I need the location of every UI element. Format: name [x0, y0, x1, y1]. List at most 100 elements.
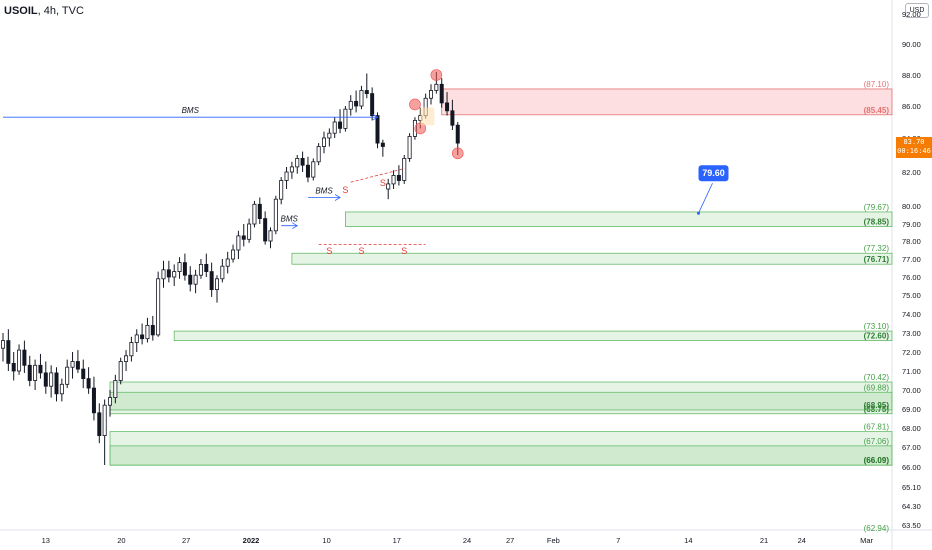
candle-body — [49, 372, 54, 387]
candle-body — [364, 90, 369, 94]
bms-label: BMS — [182, 106, 200, 115]
zone-supply-0 — [441, 88, 893, 116]
candle-body — [407, 135, 412, 159]
candle-body — [380, 142, 385, 147]
time-tick-label: 27 — [182, 536, 190, 545]
price-tick-label: 70.00 — [902, 386, 921, 395]
zone-label-top: (67.06) — [864, 437, 890, 446]
candle-body — [396, 174, 401, 181]
candle-body — [166, 269, 171, 278]
candle-body — [214, 278, 219, 290]
candle-body — [102, 404, 107, 437]
zone-demand-7 — [109, 445, 893, 466]
candle-body — [59, 383, 64, 395]
price-tick-label: 65.10 — [902, 483, 921, 492]
candle-body — [279, 180, 284, 200]
price-tick-label: 75.00 — [902, 291, 921, 300]
candle-body — [354, 100, 359, 107]
price-tick-label: 66.00 — [902, 463, 921, 472]
s-mark: S — [326, 246, 332, 256]
symbol-header[interactable]: USOIL, 4h, TVC — [4, 5, 84, 17]
candle-body — [0, 340, 6, 349]
time-tick-label: 14 — [684, 536, 692, 545]
price-tick-label: 67.00 — [902, 443, 921, 452]
candle-body — [241, 235, 246, 240]
candle-body — [65, 366, 70, 385]
price-tick-label: 68.00 — [902, 424, 921, 433]
price-tick-label: 78.00 — [902, 237, 921, 246]
current-price-value: 83.70 — [903, 138, 925, 146]
candle-body — [375, 115, 380, 144]
candle-body — [38, 364, 43, 374]
price-tick-label: 86.00 — [902, 102, 921, 111]
candle-body — [236, 235, 241, 251]
price-tick-label: 76.00 — [902, 273, 921, 282]
callout-box[interactable] — [698, 165, 729, 182]
time-tick-label: 10 — [322, 536, 330, 545]
candle-body — [348, 100, 353, 110]
candle-body — [434, 83, 439, 91]
time-tick-label: 24 — [463, 536, 471, 545]
candle-body — [198, 263, 203, 276]
price-tick-label: 73.00 — [902, 329, 921, 338]
price-tick-label: 77.00 — [902, 255, 921, 264]
zone-label-top: (70.42) — [864, 373, 890, 382]
candle-body — [27, 364, 32, 381]
candle-body — [247, 223, 252, 240]
zone-demand-2 — [291, 252, 893, 265]
time-tick-label: 21 — [760, 536, 768, 545]
candle-body — [257, 203, 262, 220]
candle-body — [124, 355, 129, 362]
price-tick-label: 69.00 — [902, 405, 921, 414]
bms-arrowhead — [334, 194, 341, 201]
callout-leader — [698, 183, 713, 214]
highlight-circle — [451, 147, 464, 160]
callout-point — [697, 211, 700, 215]
candle-body — [439, 83, 444, 104]
candle-body — [150, 324, 155, 336]
candle-body — [284, 171, 289, 181]
dashed-level — [350, 168, 405, 183]
candle-body — [289, 166, 294, 173]
candle-body — [327, 132, 332, 139]
candle-body — [97, 412, 102, 436]
candle-body — [22, 349, 27, 366]
candle-body — [33, 364, 38, 381]
candle-body — [338, 121, 343, 129]
candle-body — [204, 263, 209, 272]
candle-body — [140, 334, 145, 340]
candle-body — [445, 102, 450, 112]
highlight-circle — [430, 69, 443, 81]
candle-body — [428, 90, 433, 99]
candle-body — [321, 137, 326, 147]
candle-body — [343, 108, 348, 129]
zone-label-bottom: (66.09) — [864, 456, 890, 465]
time-tick-label: 17 — [393, 536, 401, 545]
s-mark: S — [380, 178, 386, 188]
time-tick-label: 2022 — [243, 536, 260, 545]
candle-body — [129, 342, 134, 357]
candle-body — [113, 380, 118, 399]
currency-badge[interactable]: USD — [905, 3, 929, 18]
time-tick-label: 20 — [117, 536, 125, 545]
candle-body — [300, 157, 305, 166]
current-price-label: 83.70 00:16:46 — [896, 137, 932, 158]
time-tick-label: Feb — [547, 536, 560, 545]
zone-demand-1 — [344, 211, 893, 227]
bms-label: BMS — [315, 187, 333, 196]
candle-body — [86, 378, 91, 389]
price-tick-label: 63.50 — [902, 521, 921, 530]
candle-body — [386, 183, 391, 190]
symbol-name: USOIL — [4, 5, 38, 17]
zone-label-top: (77.32) — [864, 244, 890, 253]
zone-label-bottom: (72.60) — [864, 332, 890, 341]
bms-label: BMS — [281, 215, 299, 224]
time-tick-label: 13 — [42, 536, 50, 545]
zone-label-bottom: (78.85) — [864, 218, 890, 227]
highlight-box — [420, 107, 435, 126]
zone-label-top: (69.88) — [864, 383, 890, 392]
candle-body — [450, 110, 455, 126]
candle-body — [359, 90, 364, 107]
candle-body — [156, 278, 161, 336]
